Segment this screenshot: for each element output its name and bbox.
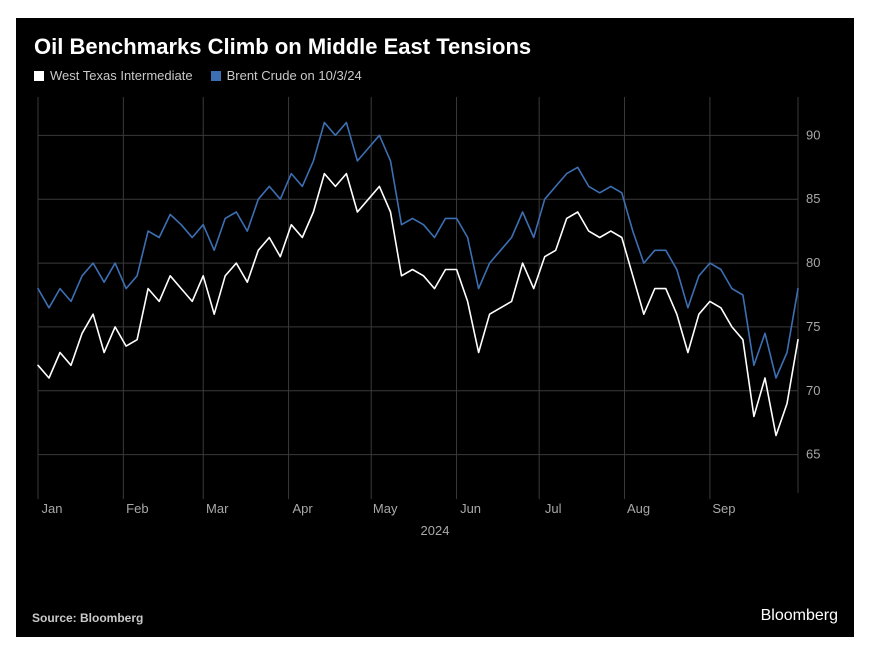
svg-text:85: 85 <box>806 191 820 206</box>
chart-frame: Oil Benchmarks Climb on Middle East Tens… <box>0 0 870 653</box>
line-chart-svg: 65 70 75 80 85 90 Jan Feb Mar Apr May Jun Jul Aug Sep <box>30 91 840 521</box>
legend-swatch <box>34 71 44 81</box>
svg-text:75: 75 <box>806 319 820 334</box>
svg-text:90: 90 <box>806 127 820 142</box>
svg-text:Sep: Sep <box>712 501 735 516</box>
legend-swatch <box>211 71 221 81</box>
legend-item-brent: Brent Crude on 10/3/24 <box>211 68 362 83</box>
svg-text:May: May <box>373 501 398 516</box>
legend-label: West Texas Intermediate <box>50 68 193 83</box>
chart-title: Oil Benchmarks Climb on Middle East Tens… <box>16 18 854 68</box>
svg-text:Jan: Jan <box>42 501 63 516</box>
svg-text:65: 65 <box>806 447 820 462</box>
svg-text:Aug: Aug <box>627 501 650 516</box>
chart-footer: Source: Bloomberg Bloomberg <box>16 597 854 637</box>
svg-text:Mar: Mar <box>206 501 229 516</box>
svg-text:Apr: Apr <box>292 501 313 516</box>
source-label: Source: Bloomberg <box>32 611 143 625</box>
svg-text:80: 80 <box>806 255 820 270</box>
legend-label: Brent Crude on 10/3/24 <box>227 68 362 83</box>
legend-item-wti: West Texas Intermediate <box>34 68 193 83</box>
chart-legend: West Texas Intermediate Brent Crude on 1… <box>16 68 854 91</box>
x-axis-year: 2024 <box>30 523 840 538</box>
brand-label: Bloomberg <box>761 607 838 625</box>
svg-text:70: 70 <box>806 383 820 398</box>
svg-text:Feb: Feb <box>126 501 148 516</box>
chart-plot-area: 657075808590JanFebMarAprMayJunJulAugSep … <box>16 91 854 538</box>
svg-text:Jun: Jun <box>460 501 481 516</box>
chart-card: Oil Benchmarks Climb on Middle East Tens… <box>16 18 854 637</box>
svg-text:Jul: Jul <box>545 501 562 516</box>
